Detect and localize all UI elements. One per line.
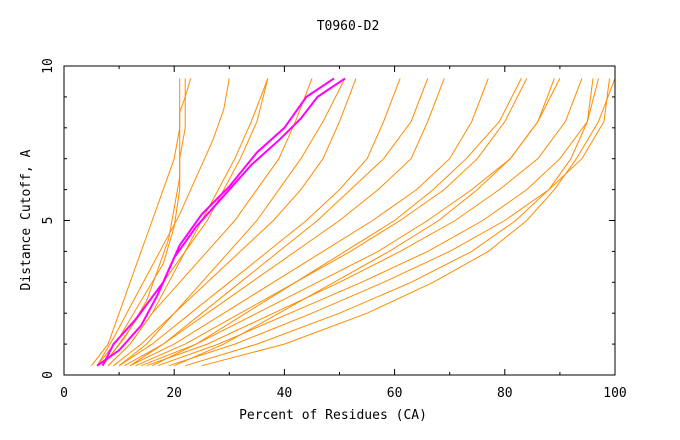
series-line-model-k	[146, 78, 583, 367]
series-line-model-p	[96, 78, 192, 367]
tick-layer: 0 20 40 60 80 100 0 5 10	[41, 58, 627, 401]
series-line-model-j	[140, 78, 561, 367]
series-line-model-n	[185, 78, 594, 367]
series-line-model-q	[107, 78, 269, 367]
x-tick-label: 100	[603, 386, 626, 401]
series-line-model-o	[201, 78, 616, 367]
series-layer	[91, 77, 616, 367]
x-tick-label: 20	[166, 386, 182, 401]
series-line-model-t	[151, 78, 522, 367]
series-line-model-r	[118, 78, 346, 367]
x-axis-label: Percent of Residues (CA)	[239, 408, 427, 423]
series-line-highlight-2	[96, 77, 346, 367]
y-tick-label: 10	[41, 58, 56, 74]
series-line-model-v	[102, 78, 181, 367]
series-line-model-a	[91, 78, 186, 367]
series-line-model-i	[135, 78, 528, 367]
series-line-model-s	[129, 78, 429, 367]
series-line-model-d	[107, 78, 313, 367]
series-line-model-g	[124, 78, 445, 367]
y-axis-label: Distance Cutoff, A	[19, 149, 34, 290]
chart-title: T0960-D2	[317, 19, 380, 34]
series-line-model-m	[168, 78, 610, 367]
x-tick-label: 60	[387, 386, 403, 401]
series-line-model-u	[174, 78, 555, 367]
series-line-model-l	[157, 78, 599, 367]
x-tick-label: 80	[497, 386, 513, 401]
series-line-highlight-1	[101, 77, 335, 367]
x-tick-label: 0	[60, 386, 68, 401]
y-tick-label: 0	[41, 371, 56, 379]
series-line-model-f	[118, 78, 401, 367]
y-tick-label: 5	[41, 217, 56, 225]
series-line-model-h	[129, 78, 489, 367]
x-tick-label: 40	[277, 386, 293, 401]
series-line-model-b	[96, 78, 230, 366]
series-line-model-e	[113, 78, 357, 367]
